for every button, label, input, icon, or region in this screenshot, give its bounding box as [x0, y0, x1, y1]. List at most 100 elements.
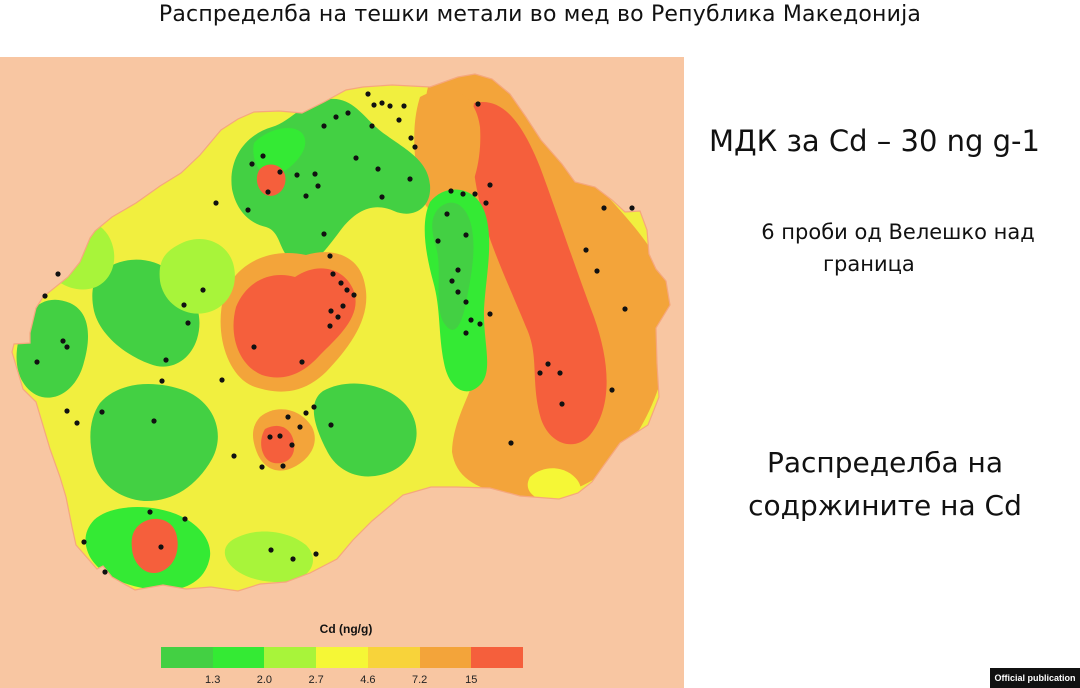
legend-tick-label: 2.7	[308, 674, 324, 686]
sample-point	[267, 434, 273, 440]
sample-point	[182, 516, 188, 522]
south-central-green-zone	[313, 383, 417, 477]
sample-point	[463, 299, 469, 305]
sample-point	[601, 205, 607, 211]
sample-point	[200, 287, 206, 293]
sample-point	[42, 293, 48, 299]
sample-point	[353, 155, 359, 161]
sample-point	[508, 440, 514, 446]
sample-point	[249, 161, 255, 167]
sample-point	[277, 433, 283, 439]
east-dark-green-zone	[432, 202, 474, 330]
sample-point	[74, 420, 80, 426]
sample-point	[557, 370, 563, 376]
sample-point	[455, 289, 461, 295]
sample-point	[396, 117, 402, 123]
sample-point	[294, 172, 300, 178]
east-red-zone	[471, 101, 607, 445]
sample-point	[289, 442, 295, 448]
sample-point	[321, 231, 327, 237]
mdk-text: МДК за Cd – 30 ng g-1	[709, 124, 1040, 158]
sample-point	[311, 404, 317, 410]
sample-point	[379, 194, 385, 200]
legend-tick-label: 4.6	[360, 674, 376, 686]
legend-tick-label: 1.3	[205, 674, 221, 686]
sample-point	[622, 306, 628, 312]
sample-point	[251, 344, 257, 350]
west-green-zone	[16, 299, 89, 398]
sample-point	[64, 408, 70, 414]
page-title: Распределба на тешки метали во мед во Ре…	[158, 2, 922, 27]
sample-point	[338, 280, 344, 286]
legend-swatch	[471, 647, 524, 668]
sample-point	[477, 321, 483, 327]
samples-line-2: граница	[823, 252, 915, 276]
sample-point	[435, 238, 441, 244]
legend-swatch	[212, 647, 265, 668]
legend-swatch	[419, 647, 472, 668]
sample-point	[412, 144, 418, 150]
sample-point	[609, 387, 615, 393]
country-border	[11, 73, 671, 592]
sample-point	[365, 91, 371, 97]
sample-point	[321, 123, 327, 129]
legend-swatch	[264, 647, 317, 668]
sample-point	[213, 200, 219, 206]
sample-point	[245, 207, 251, 213]
west-yellow-green-zone	[159, 238, 235, 314]
sample-points	[34, 91, 635, 575]
sample-point	[559, 401, 565, 407]
sample-point	[231, 453, 237, 459]
sample-point	[303, 410, 309, 416]
sample-point	[463, 330, 469, 336]
sample-point	[55, 271, 61, 277]
distribution-line-2: содржините на Cd	[748, 489, 1022, 522]
legend-swatch	[367, 647, 420, 668]
sample-point	[158, 544, 164, 550]
southeast-yellow-zone	[527, 468, 581, 503]
sample-point	[629, 205, 635, 211]
sample-point	[330, 271, 336, 277]
cadmium-distribution-map	[11, 73, 671, 592]
sample-point	[60, 338, 66, 344]
sample-point	[328, 308, 334, 314]
south-red-spot	[131, 518, 178, 574]
samples-line-1: 6 проби од Велешко над	[761, 220, 1035, 244]
sample-point	[312, 171, 318, 177]
sample-point	[594, 268, 600, 274]
sample-point	[463, 232, 469, 238]
sample-point	[583, 247, 589, 253]
sample-point	[379, 100, 385, 106]
samples-note: 6 проби од Велешко над граница	[738, 216, 1058, 280]
legend-tick-label: 2.0	[256, 674, 273, 686]
legend-ticks: 1.3 2.0 2.7 4.6 7.2 15	[161, 674, 523, 688]
north-east-orange-zone	[414, 89, 481, 215]
sample-point	[277, 169, 283, 175]
sample-point	[375, 166, 381, 172]
sample-point	[297, 424, 303, 430]
sample-point	[449, 278, 455, 284]
legend-swatch	[161, 647, 213, 668]
sample-point	[444, 211, 450, 217]
sample-point	[407, 176, 413, 182]
sample-point	[345, 110, 351, 116]
sample-point	[102, 569, 108, 575]
sample-point	[151, 418, 157, 424]
sample-point	[545, 361, 551, 367]
sample-point	[303, 193, 309, 199]
sample-point	[333, 114, 339, 120]
sample-point	[344, 287, 350, 293]
sample-point	[327, 323, 333, 329]
sample-point	[64, 344, 70, 350]
sample-point	[219, 377, 225, 383]
sample-point	[181, 302, 187, 308]
sample-point	[290, 556, 296, 562]
sample-point	[280, 463, 286, 469]
sample-point	[455, 267, 461, 273]
sample-point	[163, 357, 169, 363]
legend-color-scale	[161, 647, 524, 668]
distribution-line-1: Распределба на	[766, 446, 1004, 479]
legend-tick-label: 7.2	[411, 674, 428, 686]
sample-point	[313, 551, 319, 557]
